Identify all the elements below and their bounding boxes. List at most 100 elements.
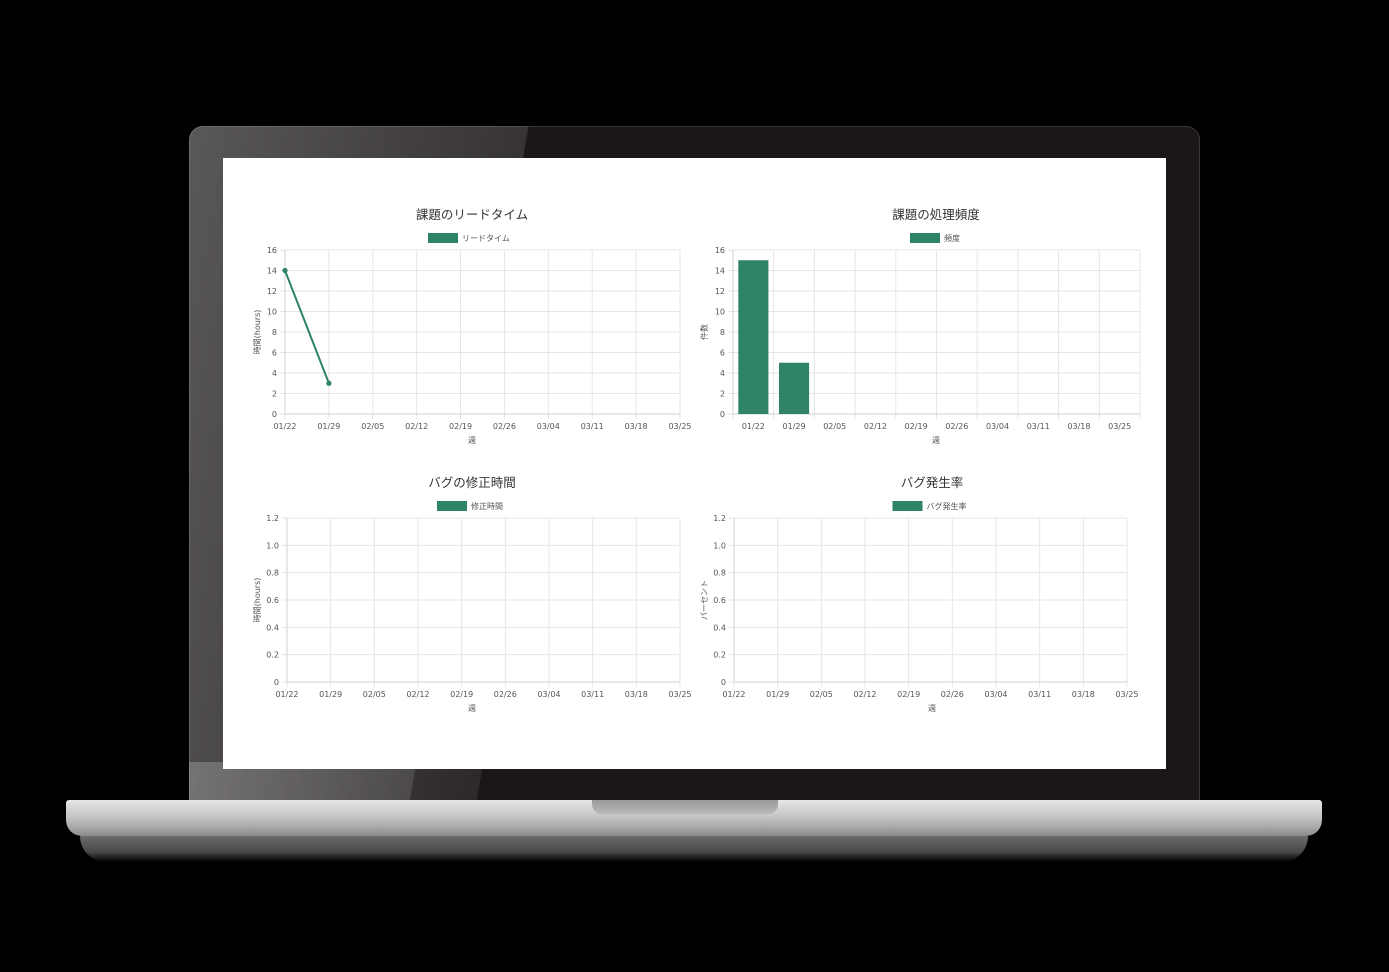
chart-title: 課題のリードタイム — [416, 207, 528, 222]
bar — [778, 362, 810, 414]
y-tick-label: 0.2 — [266, 651, 279, 660]
x-tick-label: 03/11 — [1028, 690, 1051, 699]
y-tick-label: 6 — [272, 349, 277, 358]
x-tick-label: 02/12 — [853, 690, 876, 699]
y-tick-label: 12 — [267, 287, 277, 296]
y-tick-label: 4 — [720, 369, 725, 378]
legend-label: バグ発生率 — [927, 501, 967, 511]
laptop-notch — [592, 800, 778, 814]
x-tick-label: 02/05 — [810, 690, 833, 699]
y-tick-label: 2 — [272, 390, 277, 399]
y-tick-label: 10 — [267, 308, 277, 317]
x-tick-label: 03/18 — [625, 422, 648, 431]
x-tick-label: 02/12 — [406, 690, 429, 699]
y-tick-label: 0.8 — [266, 569, 279, 578]
x-tick-label: 03/25 — [1108, 422, 1131, 431]
y-tick-label: 0.4 — [266, 623, 279, 632]
y-axis-title: 件数 — [699, 324, 709, 340]
x-tick-label: 02/12 — [405, 422, 428, 431]
y-tick-label: 0 — [721, 678, 726, 687]
x-tick-label: 02/12 — [864, 422, 887, 431]
series-line — [284, 270, 330, 384]
y-axis-title: パーセント — [700, 580, 709, 620]
y-tick-label: 0 — [274, 678, 279, 687]
chart-title: 課題の処理頻度 — [892, 207, 980, 222]
x-tick-label: 01/29 — [766, 690, 789, 699]
x-tick-label: 02/19 — [897, 690, 920, 699]
x-tick-label: 03/04 — [986, 422, 1009, 431]
y-axis-title: 時間(hours) — [253, 578, 262, 623]
data-point — [326, 380, 332, 386]
legend-label: 修正時間 — [471, 501, 503, 511]
x-tick-label: 02/26 — [945, 422, 968, 431]
y-tick-label: 0.8 — [713, 569, 726, 578]
x-tick-label: 01/22 — [722, 690, 745, 699]
x-tick-label: 02/05 — [361, 422, 384, 431]
x-tick-label: 01/29 — [319, 690, 342, 699]
y-tick-label: 0 — [720, 410, 725, 419]
legend-label: 頻度 — [944, 233, 960, 243]
y-tick-label: 1.0 — [713, 541, 726, 550]
x-tick-label: 03/18 — [625, 690, 648, 699]
chart-title: バグの修正時間 — [428, 475, 516, 490]
y-tick-label: 8 — [720, 328, 725, 337]
y-tick-label: 14 — [267, 267, 277, 276]
x-tick-label: 02/19 — [450, 690, 473, 699]
x-tick-label: 01/29 — [317, 422, 340, 431]
laptop-base-shadow — [80, 836, 1308, 862]
x-tick-label: 03/25 — [668, 422, 691, 431]
y-tick-label: 10 — [715, 308, 725, 317]
y-tick-label: 14 — [715, 267, 725, 276]
legend-swatch — [910, 233, 940, 243]
x-tick-label: 02/19 — [905, 422, 928, 431]
x-axis-title: 週 — [468, 436, 476, 445]
y-tick-label: 1.2 — [266, 514, 279, 523]
legend-swatch — [892, 501, 923, 511]
x-tick-label: 02/05 — [363, 690, 386, 699]
x-axis-title: 週 — [468, 704, 476, 713]
x-tick-label: 01/29 — [783, 422, 806, 431]
x-tick-label: 03/11 — [581, 690, 604, 699]
x-axis-title: 週 — [932, 436, 940, 445]
y-tick-label: 6 — [720, 349, 725, 358]
y-tick-label: 0.6 — [713, 596, 726, 605]
x-tick-label: 03/04 — [537, 690, 560, 699]
x-tick-label: 03/18 — [1067, 422, 1090, 431]
chart-title: バグ発生率 — [901, 475, 964, 490]
y-tick-label: 4 — [272, 369, 277, 378]
x-tick-label: 02/19 — [449, 422, 472, 431]
y-tick-label: 16 — [715, 246, 725, 255]
legend-swatch — [428, 233, 458, 243]
y-tick-label: 16 — [267, 246, 277, 255]
dashboard-screen: 課題のリードタイムリードタイム 0 2 4 6 8 10 12 14 16 01/22 01/29 02… — [223, 158, 1166, 769]
x-tick-label: 03/04 — [984, 690, 1007, 699]
y-axis-title: 時間(hours) — [253, 310, 262, 355]
y-tick-label: 1.2 — [713, 514, 726, 523]
x-tick-label: 03/18 — [1072, 690, 1095, 699]
x-axis-title: 週 — [928, 704, 936, 713]
x-tick-label: 02/26 — [494, 690, 517, 699]
x-tick-label: 02/26 — [941, 690, 964, 699]
x-tick-label: 03/25 — [668, 690, 691, 699]
x-tick-label: 01/22 — [742, 422, 765, 431]
legend-label: リードタイム — [462, 234, 510, 243]
bar — [738, 260, 769, 414]
x-tick-label: 03/11 — [1027, 422, 1050, 431]
x-tick-label: 01/22 — [273, 422, 296, 431]
y-tick-label: 8 — [272, 328, 277, 337]
y-tick-label: 0 — [272, 410, 277, 419]
x-tick-label: 03/25 — [1115, 690, 1138, 699]
x-tick-label: 01/22 — [275, 690, 298, 699]
x-tick-label: 02/26 — [493, 422, 516, 431]
y-tick-label: 1.0 — [266, 541, 279, 550]
y-tick-label: 0.2 — [713, 651, 726, 660]
x-tick-label: 03/04 — [537, 422, 560, 431]
x-tick-label: 03/11 — [581, 422, 604, 431]
data-point — [282, 267, 288, 274]
